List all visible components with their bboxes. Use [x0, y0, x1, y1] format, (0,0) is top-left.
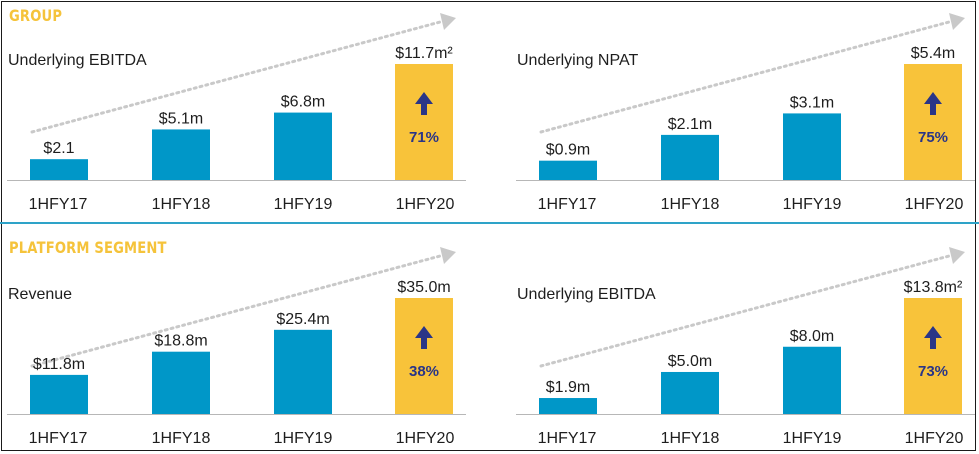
bar [783, 346, 841, 414]
chart-title: Revenue [8, 286, 72, 303]
bar-value-label: $2.1 [43, 140, 74, 157]
trend-arrow-line [539, 254, 951, 368]
bar-highlight [395, 298, 453, 414]
up-arrow-icon [415, 92, 433, 115]
bar [30, 159, 88, 180]
up-arrow-icon [415, 326, 433, 349]
bar [152, 351, 210, 414]
x-tick-label: 1HFY17 [538, 430, 597, 447]
bar-value-label: $3.1m [790, 94, 834, 111]
chart-platform-revenue: Revenue $11.8m 1HFY17 $18.8m 1HFY18 $25.4m 1HF… [7, 247, 466, 447]
x-tick-label: 1HFY18 [152, 430, 211, 447]
x-tick-label: 1HFY19 [274, 196, 333, 213]
bar-value-label: $11.7m² [395, 45, 453, 62]
trend-arrow-head-icon [440, 13, 456, 30]
trend-arrow-head-icon [949, 247, 965, 264]
x-tick-label: 1HFY18 [152, 196, 211, 213]
trend-arrow-line [30, 254, 442, 368]
x-tick-label: 1HFY18 [661, 196, 720, 213]
bar [274, 329, 332, 414]
x-tick-label: 1HFY18 [661, 430, 720, 447]
x-tick-label: 1HFY19 [274, 430, 333, 447]
trend-arrow-head-icon [949, 13, 965, 30]
x-tick-label: 1HFY20 [396, 430, 455, 447]
growth-percent-label: 75% [918, 129, 948, 146]
x-tick-label: 1HFY20 [396, 196, 455, 213]
bar-value-label: $25.4m [276, 311, 329, 328]
bar-value-label: $1.9m [546, 379, 590, 396]
chart-title: Underlying EBITDA [8, 52, 147, 69]
bar-value-label: $8.0m [790, 328, 834, 345]
section-label-group: GROUP [9, 6, 63, 25]
bar [661, 371, 719, 414]
chart-title: Underlying NPAT [517, 52, 638, 69]
bar-value-label: $6.8m [281, 94, 325, 111]
bar [661, 134, 719, 180]
bar-value-label: $35.0m [397, 279, 450, 296]
bar [783, 113, 841, 180]
chart-group-underlying-npat: Underlying NPAT $0.9m 1HFY17 $2.1m 1HFY18 $3.… [516, 13, 975, 213]
bar [539, 160, 597, 180]
trend-arrow-line [30, 20, 442, 134]
bar-value-label: $2.1m [668, 116, 712, 133]
x-tick-label: 1HFY20 [905, 430, 964, 447]
bar-highlight [395, 64, 453, 180]
x-tick-label: 1HFY19 [783, 430, 842, 447]
x-tick-label: 1HFY19 [783, 196, 842, 213]
bar [152, 129, 210, 180]
x-tick-label: 1HFY17 [538, 196, 597, 213]
bar-value-label: $5.1m [159, 110, 203, 127]
growth-percent-label: 73% [918, 363, 948, 380]
bar [30, 374, 88, 414]
bar-highlight [904, 298, 962, 414]
chart-group-underlying-ebitda: Underlying EBITDA $2.1 1HFY17 $5.1m 1HFY18 $6… [7, 13, 466, 213]
bar-highlight [904, 64, 962, 180]
section-divider [0, 222, 979, 224]
bar-value-label: $11.8m [33, 356, 85, 373]
trend-arrow-head-icon [440, 247, 456, 264]
x-tick-label: 1HFY20 [905, 196, 964, 213]
bar-value-label: $5.4m [911, 45, 955, 62]
section-label-platform-segment: PLATFORM SEGMENT [9, 238, 167, 257]
bar-value-label: $5.0m [668, 353, 712, 370]
trend-arrow-line [539, 20, 951, 134]
x-tick-label: 1HFY17 [29, 196, 88, 213]
growth-percent-label: 38% [409, 363, 439, 380]
bar [539, 398, 597, 414]
bar-value-label: $13.8m² [904, 279, 963, 296]
bar-value-label: $0.9m [546, 142, 590, 159]
bar-value-label: $18.8m [154, 333, 207, 350]
up-arrow-icon [924, 92, 942, 115]
up-arrow-icon [924, 326, 942, 349]
chart-platform-underlying-ebitda: Underlying EBITDA $1.9m 1HFY17 $5.0m 1HFY18 $… [516, 247, 975, 447]
growth-percent-label: 71% [409, 129, 439, 146]
x-tick-label: 1HFY17 [29, 430, 88, 447]
bar [274, 112, 332, 180]
chart-title: Underlying EBITDA [517, 286, 656, 303]
